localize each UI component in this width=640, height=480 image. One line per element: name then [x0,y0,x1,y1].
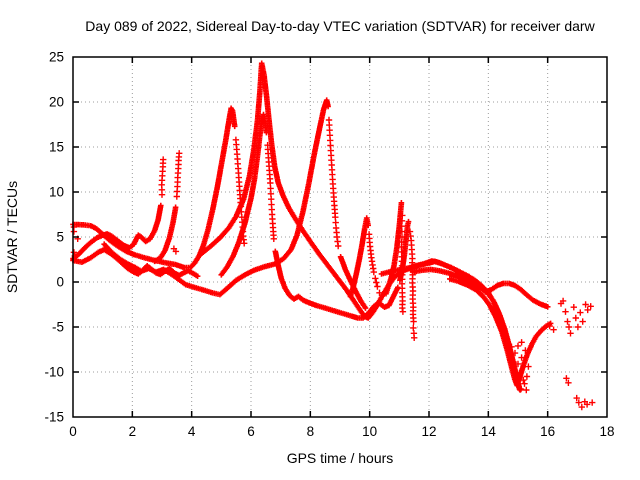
axes-and-ticks [72,56,608,418]
data-markers [70,60,596,411]
chart-title: Day 089 of 2022, Sidereal Day-to-day VTE… [85,18,595,34]
y-tick-label: 10 [49,185,64,200]
y-tick-label: 25 [49,50,64,65]
plot-border [72,56,608,418]
x-tick-label: 10 [362,424,377,439]
series-markers-dense [70,60,554,393]
y-tick-label: 0 [56,275,64,290]
x-tick-label: 14 [481,424,497,439]
x-axis-label: GPS time / hours [287,450,394,466]
x-tick-label: 16 [540,424,555,439]
series-markers-points [70,223,596,411]
x-tick-label: 18 [599,424,614,439]
y-tick-label: -5 [52,320,64,335]
series-markers-sparse [158,116,418,341]
x-tick-label: 12 [421,424,436,439]
y-tick-label: 5 [56,230,64,245]
y-tick-label: -10 [44,365,64,380]
y-tick-label: 20 [49,95,64,110]
x-tick-label: 4 [188,424,196,439]
y-tick-label: -15 [44,410,64,425]
x-tick-label: 8 [307,424,315,439]
x-tick-label: 0 [69,424,77,439]
y-tick-label: 15 [49,140,64,155]
x-tick-label: 2 [129,424,137,439]
y-axis-label: SDTVAR / TECUs [4,181,20,293]
tick-labels: 0 2 4 6 8 10 12 14 16 18 -15 -10 -5 0 5 10 15 20 25 [44,50,614,440]
x-tick-label: 6 [247,424,255,439]
